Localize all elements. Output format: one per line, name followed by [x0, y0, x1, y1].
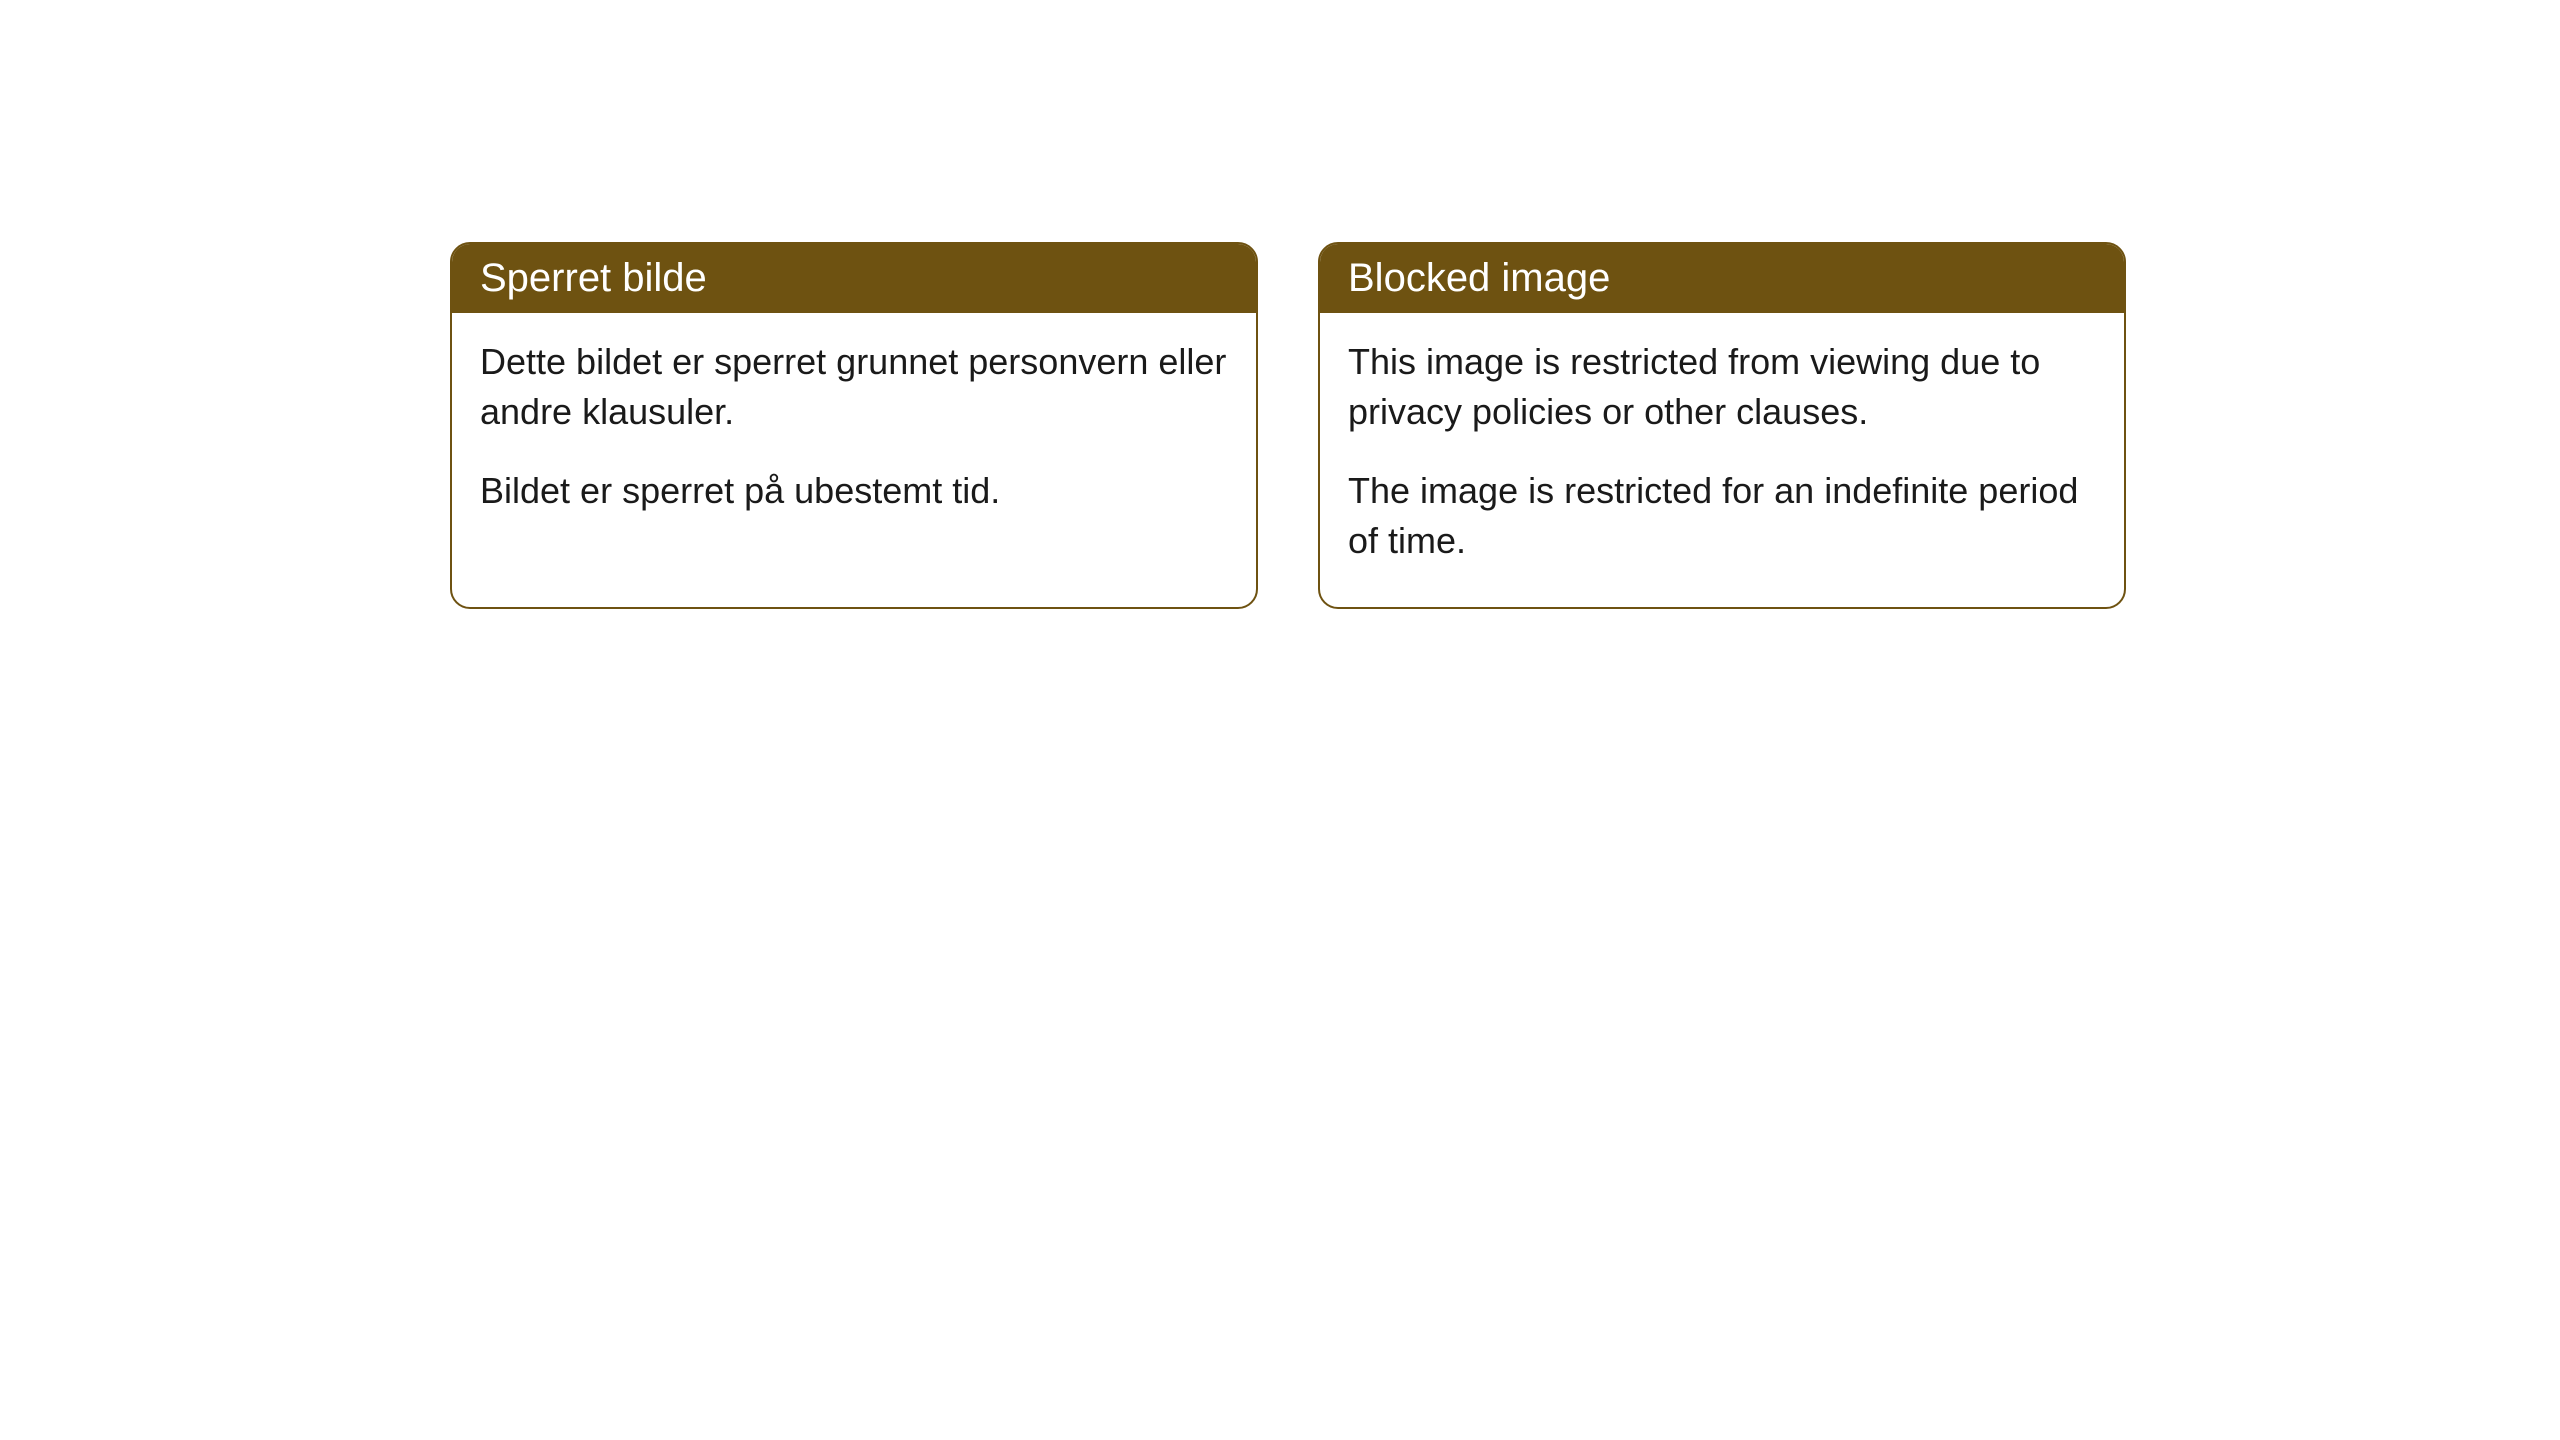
- card-paragraph: Bildet er sperret på ubestemt tid.: [480, 466, 1228, 516]
- card-title: Sperret bilde: [480, 256, 707, 300]
- blocked-image-card-english: Blocked image This image is restricted f…: [1318, 242, 2126, 609]
- card-body: Dette bildet er sperret grunnet personve…: [452, 313, 1256, 556]
- card-header: Blocked image: [1320, 244, 2124, 313]
- blocked-image-card-norwegian: Sperret bilde Dette bildet er sperret gr…: [450, 242, 1258, 609]
- card-title: Blocked image: [1348, 256, 1610, 300]
- card-paragraph: This image is restricted from viewing du…: [1348, 337, 2096, 438]
- card-header: Sperret bilde: [452, 244, 1256, 313]
- card-paragraph: Dette bildet er sperret grunnet personve…: [480, 337, 1228, 438]
- card-body: This image is restricted from viewing du…: [1320, 313, 2124, 607]
- card-paragraph: The image is restricted for an indefinit…: [1348, 466, 2096, 567]
- cards-container: Sperret bilde Dette bildet er sperret gr…: [0, 0, 2560, 609]
